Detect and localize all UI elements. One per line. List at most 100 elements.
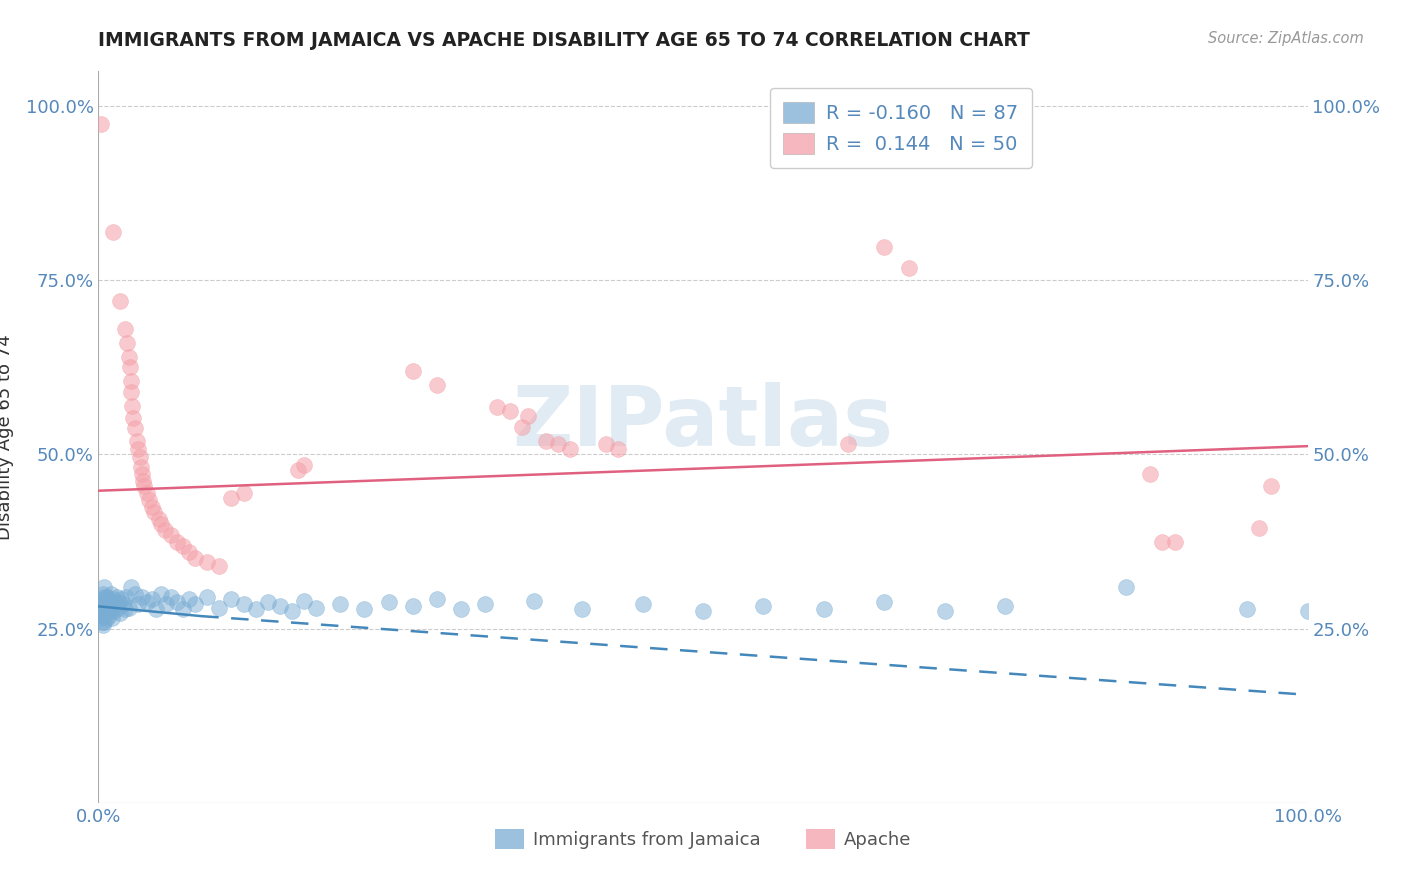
Point [124,421,146,435]
Point [90,611,112,625]
Point [111,597,134,611]
Point [131,591,153,605]
Point [692,604,714,618]
Point [1152,534,1174,549]
Point [96,591,118,605]
Point [91,618,114,632]
Point [523,594,546,608]
Point [120,580,142,594]
Point [100,611,122,625]
Point [510,419,533,434]
Point [450,602,472,616]
Point [221,592,243,607]
Point [534,434,557,448]
Point [141,500,163,514]
Point [132,474,155,488]
Point [129,460,152,475]
Point [269,599,291,614]
Point [353,602,375,616]
Point [91,594,114,608]
Point [208,600,231,615]
Point [127,434,149,448]
Point [120,384,142,399]
Point [631,597,654,611]
Point [150,587,173,601]
Point [1139,467,1161,481]
Point [108,607,131,621]
Point [160,591,183,605]
Point [91,609,114,624]
Point [426,592,449,607]
Point [232,597,254,611]
Point [208,558,231,573]
Point [153,523,176,537]
Point [91,604,114,618]
Point [232,485,254,500]
Point [91,592,114,607]
Point [256,595,278,609]
Point [1249,521,1271,535]
Point [96,611,118,625]
Point [329,597,352,611]
Point [873,240,896,254]
Point [114,322,136,336]
Point [994,599,1017,614]
Point [184,597,207,611]
Point [1260,479,1282,493]
Point [172,540,194,554]
Point [94,600,117,615]
Point [221,491,243,505]
Legend: Immigrants from Jamaica, Apache: Immigrants from Jamaica, Apache [488,822,918,856]
Point [93,607,115,622]
Point [498,404,520,418]
Point [110,592,132,607]
Point [124,587,146,601]
Point [292,594,315,608]
Point [281,604,304,618]
Point [179,592,201,607]
Point [607,442,630,456]
Point [155,597,177,611]
Point [90,597,112,611]
Point [402,599,425,614]
Point [813,602,835,616]
Point [166,534,188,549]
Point [516,409,538,424]
Point [91,587,114,601]
Point [93,580,115,594]
Point [138,492,160,507]
Point [934,604,956,618]
Point [128,450,150,465]
Point [93,591,115,605]
Point [426,377,449,392]
Point [1163,534,1185,549]
Point [105,591,128,605]
Point [94,607,117,621]
Point [184,550,207,565]
Point [90,117,112,131]
Y-axis label: Disability Age 65 to 74: Disability Age 65 to 74 [0,334,14,540]
Point [127,442,149,456]
Text: ZIPatlas: ZIPatlas [513,382,893,463]
Point [166,595,188,609]
Point [172,602,194,616]
Point [97,592,120,607]
Point [143,505,166,519]
Point [1115,580,1137,594]
Point [160,527,183,541]
Point [145,602,167,616]
Point [195,556,218,570]
Point [118,600,141,615]
Point [305,600,328,615]
Point [120,375,142,389]
Point [127,597,149,611]
Point [873,595,896,609]
Point [121,399,143,413]
Point [104,597,127,611]
Point [94,594,117,608]
Text: IMMIGRANTS FROM JAMAICA VS APACHE DISABILITY AGE 65 TO 74 CORRELATION CHART: IMMIGRANTS FROM JAMAICA VS APACHE DISABI… [98,31,1031,50]
Point [100,587,122,601]
Point [96,597,118,611]
Point [107,600,129,615]
Point [486,400,509,414]
